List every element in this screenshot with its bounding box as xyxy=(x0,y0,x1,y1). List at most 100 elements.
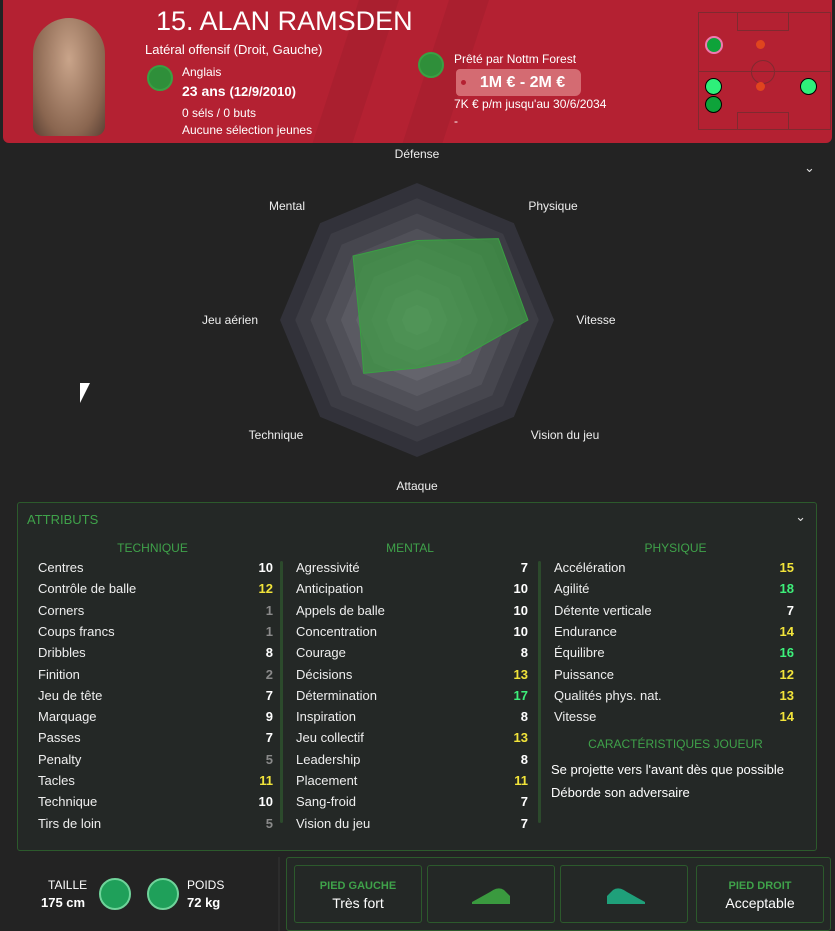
loan-info[interactable]: Prêté par Nottm Forest xyxy=(454,52,577,66)
radar-label: Défense xyxy=(394,147,440,161)
attribute-name: Concentration xyxy=(296,623,377,639)
height-value: 175 cm xyxy=(41,895,86,910)
attribute-row[interactable]: Tacles 11 xyxy=(38,773,273,794)
attribute-row[interactable]: Jeu de tête 7 xyxy=(38,688,273,709)
attribute-value: 13 xyxy=(513,666,528,682)
attribute-row[interactable]: Dribbles 8 xyxy=(38,645,273,666)
attribute-row[interactable]: Qualités phys. nat. 13 xyxy=(554,688,794,709)
attribute-value: 1 xyxy=(265,602,273,618)
extra: - xyxy=(454,114,458,128)
attribute-name: Qualités phys. nat. xyxy=(554,687,662,703)
attributes-title: ATTRIBUTS xyxy=(27,512,99,527)
player-position: Latéral offensif (Droit, Gauche) xyxy=(145,42,323,57)
attribute-name: Vision du jeu xyxy=(296,815,371,831)
attribute-row[interactable]: Vitesse 14 xyxy=(554,709,794,730)
position-pitch xyxy=(698,12,831,130)
attribute-name: Puissance xyxy=(554,666,614,682)
attribute-value: 7 xyxy=(265,687,273,703)
attribute-name: Décisions xyxy=(296,666,353,682)
attribute-row[interactable]: Placement 11 xyxy=(296,773,528,794)
attribute-row[interactable]: Tirs de loin 5 xyxy=(38,816,273,837)
radar-chart xyxy=(280,183,554,457)
attribute-row[interactable]: Passes 7 xyxy=(38,730,273,751)
attribute-row[interactable]: Courage 8 xyxy=(296,645,528,666)
weight-value: 72 kg xyxy=(187,895,221,910)
youth-caps: Aucune sélection jeunes xyxy=(182,123,313,137)
attribute-row[interactable]: Sang-froid 7 xyxy=(296,794,528,815)
attribute-value: 10 xyxy=(513,581,528,597)
attribute-value: 7 xyxy=(786,602,794,618)
attribute-name: Détermination xyxy=(296,687,377,703)
weight-label: POIDS xyxy=(187,878,225,892)
attribute-row[interactable]: Puissance 12 xyxy=(554,667,794,688)
attribute-name: Anticipation xyxy=(296,581,364,597)
attribute-row[interactable]: Détermination 17 xyxy=(296,688,528,709)
attribute-name: Jeu de tête xyxy=(38,687,103,703)
attribute-value: 13 xyxy=(779,687,794,703)
attribute-value: 12 xyxy=(779,666,794,682)
right-boot-icon xyxy=(607,888,645,904)
attribute-row[interactable]: Vision du jeu 7 xyxy=(296,816,528,837)
attribute-name: Centres xyxy=(38,560,84,575)
height-ruler-icon xyxy=(99,878,131,910)
attribute-row[interactable]: Inspiration 8 xyxy=(296,709,528,730)
player-name: 15. ALAN RAMSDEN xyxy=(156,6,413,36)
attribute-row[interactable]: Agressivité 7 xyxy=(296,560,528,581)
radar-label: Physique xyxy=(528,199,578,213)
left-boot-card xyxy=(427,865,555,923)
attribute-row[interactable]: Anticipation 10 xyxy=(296,581,528,602)
attribute-row[interactable]: Détente verticale 7 xyxy=(554,603,794,624)
attribute-name: Coups francs xyxy=(38,623,115,639)
attribute-value: 15 xyxy=(779,560,794,575)
attribute-name: Tacles xyxy=(38,773,75,788)
attribute-value: 5 xyxy=(265,815,273,831)
attribute-row[interactable]: Marquage 9 xyxy=(38,709,273,730)
attribute-value: 8 xyxy=(520,751,528,767)
attribute-row[interactable]: Contrôle de balle 12 xyxy=(38,581,273,602)
attribute-name: Agressivité xyxy=(296,560,360,575)
attribute-row[interactable]: Concentration 10 xyxy=(296,624,528,645)
right-foot-label: PIED DROIT xyxy=(728,880,792,892)
attribute-row[interactable]: Finition 2 xyxy=(38,667,273,688)
attribute-row[interactable]: Centres 10 xyxy=(38,560,273,581)
radar-label: Vision du jeu xyxy=(530,428,600,442)
attribute-name: Technique xyxy=(38,794,98,810)
attribute-name: Équilibre xyxy=(554,645,605,661)
attribute-row[interactable]: Coups francs 1 xyxy=(38,624,273,645)
collapse-chevron-icon[interactable]: ⌄ xyxy=(804,160,815,175)
attribute-row[interactable]: Jeu collectif 13 xyxy=(296,730,528,751)
radar-label: Technique xyxy=(248,428,304,442)
attribute-value: 7 xyxy=(520,560,528,575)
attribute-name: Contrôle de balle xyxy=(38,581,137,597)
player-header: 15. ALAN RAMSDEN Latéral offensif (Droit… xyxy=(3,0,832,143)
attribute-row[interactable]: Appels de balle 10 xyxy=(296,603,528,624)
attribute-name: Endurance xyxy=(554,623,617,639)
attribute-row[interactable]: Accélération 15 xyxy=(554,560,794,581)
traits-header: CARACTÉRISTIQUES JOUEUR xyxy=(588,737,763,751)
attribute-row[interactable]: Équilibre 16 xyxy=(554,645,794,666)
left-foot-label: PIED GAUCHE xyxy=(319,880,397,892)
attribute-row[interactable]: Leadership 8 xyxy=(296,752,528,773)
attribute-row[interactable]: Penalty 5 xyxy=(38,752,273,773)
attribute-name: Passes xyxy=(38,730,81,746)
trait-item: Déborde son adversaire xyxy=(551,785,690,800)
height-label: TAILLE xyxy=(48,878,88,892)
attribute-name: Corners xyxy=(38,602,85,618)
attribute-row[interactable]: Décisions 13 xyxy=(296,667,528,688)
radar-player-area xyxy=(352,238,529,374)
attribute-value: 11 xyxy=(259,773,273,788)
attribute-name: Finition xyxy=(38,666,80,682)
attribute-name: Agilité xyxy=(554,581,590,597)
age: 23 ans xyxy=(182,83,226,99)
attribute-row[interactable]: Endurance 14 xyxy=(554,624,794,645)
caps: 0 séls / 0 buts xyxy=(182,106,257,120)
attribute-value: 5 xyxy=(265,751,273,767)
attribute-row[interactable]: Agilité 18 xyxy=(554,581,794,602)
attribute-value: 18 xyxy=(779,581,794,597)
attribute-row[interactable]: Technique 10 xyxy=(38,794,273,815)
nationality: Anglais xyxy=(182,65,222,79)
attributes-chevron-icon[interactable]: ⌄ xyxy=(795,509,806,524)
physique-header: PHYSIQUE xyxy=(644,541,707,555)
attribute-name: Marquage xyxy=(38,709,97,725)
attribute-row[interactable]: Corners 1 xyxy=(38,603,273,624)
